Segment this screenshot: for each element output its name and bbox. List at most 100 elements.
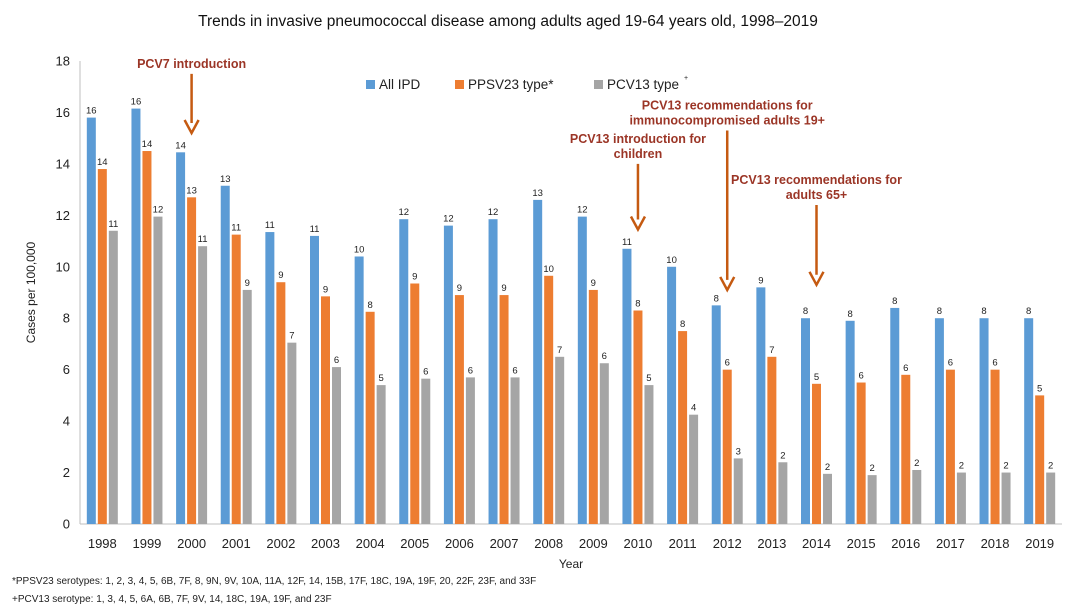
data-label: 8 xyxy=(937,306,942,317)
x-tick-label: 2010 xyxy=(623,536,652,551)
data-label: 5 xyxy=(1037,383,1042,394)
bar xyxy=(555,356,565,524)
bar xyxy=(867,475,877,524)
bar xyxy=(644,385,654,524)
x-tick-label: 2004 xyxy=(356,536,385,551)
footnote-ppsv23: *PPSV23 serotypes: 1, 2, 3, 4, 5, 6B, 7F… xyxy=(12,576,537,587)
x-tick-label: 2016 xyxy=(891,536,920,551)
data-label: 14 xyxy=(175,140,186,151)
annotation-arrow-head xyxy=(719,276,736,293)
bar xyxy=(533,199,543,524)
bar xyxy=(465,377,475,524)
y-tick-label: 4 xyxy=(63,414,70,429)
annotation-text: PCV7 introduction xyxy=(137,57,246,71)
bar xyxy=(86,117,96,524)
data-label: 7 xyxy=(557,345,562,356)
data-label: 11 xyxy=(265,220,275,231)
bar xyxy=(767,356,777,524)
bar xyxy=(756,287,766,524)
data-label: 13 xyxy=(532,188,543,199)
x-tick-label: 2015 xyxy=(847,536,876,551)
bar xyxy=(1001,472,1011,524)
bar xyxy=(198,246,208,524)
data-label: 16 xyxy=(131,97,142,108)
bar xyxy=(287,342,297,524)
data-label: 9 xyxy=(245,278,250,289)
data-label: 13 xyxy=(186,185,197,196)
x-tick-label: 1998 xyxy=(88,536,117,551)
bar xyxy=(945,369,955,524)
annotation-arrow-head xyxy=(808,271,825,288)
chart-title: Trends in invasive pneumococcal disease … xyxy=(198,13,818,30)
y-axis-label: Cases per 100,000 xyxy=(24,241,38,343)
data-label: 6 xyxy=(602,351,607,362)
bar xyxy=(1024,318,1034,524)
data-label: 12 xyxy=(398,207,409,218)
data-label: 8 xyxy=(1026,306,1031,317)
bar xyxy=(231,234,241,524)
data-label: 6 xyxy=(468,365,473,376)
data-label: 8 xyxy=(981,306,986,317)
y-tick-label: 12 xyxy=(56,208,70,223)
data-label: 5 xyxy=(814,372,819,383)
data-label: 10 xyxy=(666,255,677,266)
bar xyxy=(365,311,375,524)
data-label: 9 xyxy=(758,275,763,286)
data-label: 2 xyxy=(1048,461,1053,472)
x-tick-label: 2012 xyxy=(713,536,742,551)
data-label: 8 xyxy=(803,306,808,317)
data-label: 11 xyxy=(231,223,241,234)
data-label: 5 xyxy=(646,373,651,384)
bar xyxy=(599,363,609,524)
bar xyxy=(108,230,118,524)
bar xyxy=(488,219,498,525)
data-label: 2 xyxy=(780,450,785,461)
annotation-text: children xyxy=(614,147,663,161)
bar xyxy=(376,385,386,524)
data-label: 8 xyxy=(847,309,852,320)
data-label: 7 xyxy=(289,331,294,342)
x-tick-label: 2001 xyxy=(222,536,251,551)
x-tick-label: 2002 xyxy=(266,536,295,551)
bar xyxy=(421,378,431,524)
bar xyxy=(633,310,643,524)
bar xyxy=(577,216,587,524)
bar xyxy=(689,414,699,524)
bar xyxy=(588,289,598,524)
data-label: 6 xyxy=(512,365,517,376)
bar xyxy=(131,108,141,524)
bar xyxy=(979,318,989,524)
data-label: 11 xyxy=(622,237,632,248)
x-tick-label: 2008 xyxy=(534,536,563,551)
x-tick-label: 2018 xyxy=(981,536,1010,551)
x-tick-label: 2003 xyxy=(311,536,340,551)
data-label: 10 xyxy=(354,244,365,255)
bar xyxy=(510,377,520,524)
data-label: 10 xyxy=(543,264,554,275)
bar xyxy=(310,235,319,524)
data-label: 11 xyxy=(310,224,320,235)
bar xyxy=(801,318,810,524)
bar xyxy=(142,151,152,524)
x-tick-label: 2007 xyxy=(490,536,519,551)
x-tick-label: 2009 xyxy=(579,536,608,551)
bar xyxy=(990,369,1000,524)
annotation-text: adults 65+ xyxy=(786,188,848,202)
annotation-text: PCV13 introduction for xyxy=(570,132,706,146)
legend-label: All IPD xyxy=(379,77,421,92)
data-label: 9 xyxy=(501,283,506,294)
legend-swatch xyxy=(594,80,603,89)
data-label: 8 xyxy=(635,299,640,310)
y-tick-label: 0 xyxy=(63,517,70,532)
data-label: 5 xyxy=(378,373,383,384)
legend-label: PCV13 type xyxy=(607,77,679,92)
annotation-arrow-head xyxy=(183,119,200,136)
data-label: 3 xyxy=(736,446,741,457)
data-label: 7 xyxy=(769,345,774,356)
bar xyxy=(276,282,286,524)
bar xyxy=(733,458,743,524)
data-label: 11 xyxy=(108,219,118,230)
bar xyxy=(890,307,900,524)
data-label: 6 xyxy=(948,358,953,369)
bar xyxy=(354,256,364,524)
